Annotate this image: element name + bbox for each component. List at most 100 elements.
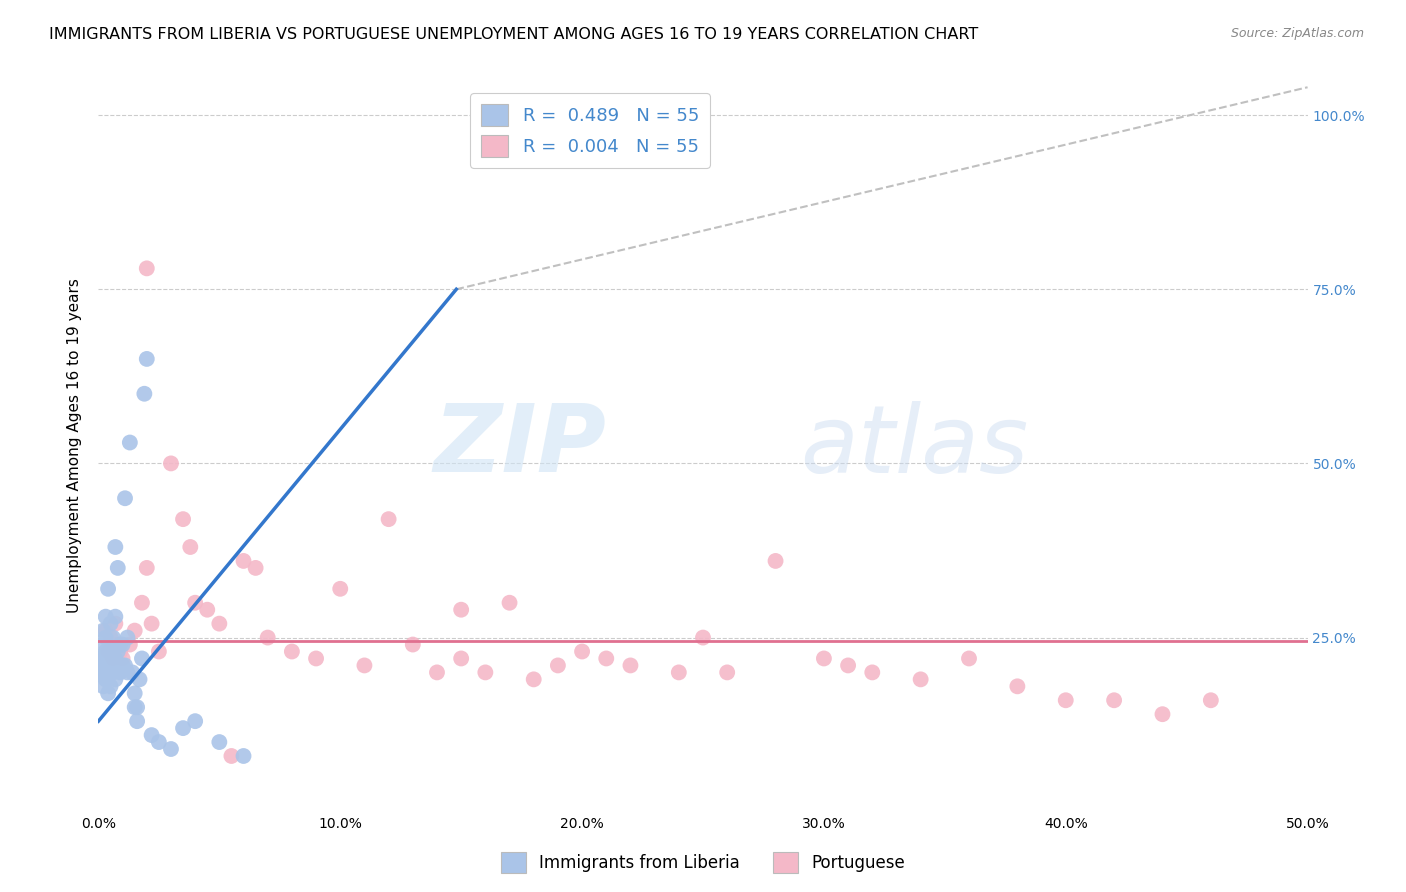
Point <box>135 351 157 366</box>
Point <box>195 603 218 617</box>
Point <box>90 665 112 680</box>
Point <box>402 638 425 652</box>
Point <box>117 665 139 680</box>
Point <box>94 673 117 687</box>
Point <box>281 644 304 658</box>
Point <box>91 624 114 638</box>
Point <box>329 582 352 596</box>
Point <box>104 673 127 687</box>
Point <box>172 512 194 526</box>
Point <box>97 665 120 680</box>
Legend: Immigrants from Liberia, Portuguese: Immigrants from Liberia, Portuguese <box>494 846 912 880</box>
Point <box>450 651 472 665</box>
Point <box>860 665 883 680</box>
Point <box>97 686 120 700</box>
Point <box>114 491 136 506</box>
Point <box>1007 679 1029 693</box>
Point <box>172 721 194 735</box>
Point <box>107 658 129 673</box>
Point <box>668 665 690 680</box>
Point <box>134 386 156 401</box>
Point <box>813 651 835 665</box>
Point <box>101 665 124 680</box>
Point <box>426 665 449 680</box>
Point <box>232 749 254 764</box>
Point <box>108 644 131 658</box>
Point <box>91 679 114 693</box>
Point <box>94 644 117 658</box>
Point <box>128 673 150 687</box>
Point <box>94 658 117 673</box>
Point <box>127 700 149 714</box>
Point <box>124 686 146 700</box>
Point <box>107 644 129 658</box>
Point <box>377 512 399 526</box>
Point <box>474 665 496 680</box>
Point <box>117 631 139 645</box>
Point <box>124 700 146 714</box>
Point <box>121 665 143 680</box>
Point <box>184 714 207 728</box>
Point <box>91 651 114 665</box>
Point <box>100 679 122 693</box>
Point <box>160 457 183 471</box>
Point <box>127 714 149 728</box>
Point <box>232 554 254 568</box>
Point <box>97 651 120 665</box>
Point <box>104 540 127 554</box>
Point <box>111 638 134 652</box>
Point <box>135 261 157 276</box>
Point <box>837 658 859 673</box>
Point <box>305 651 328 665</box>
Point <box>91 638 114 652</box>
Point <box>1199 693 1222 707</box>
Point <box>353 658 375 673</box>
Text: atlas: atlas <box>800 401 1028 491</box>
Point <box>692 631 714 645</box>
Text: IMMIGRANTS FROM LIBERIA VS PORTUGUESE UNEMPLOYMENT AMONG AGES 16 TO 19 YEARS COR: IMMIGRANTS FROM LIBERIA VS PORTUGUESE UN… <box>49 27 979 42</box>
Point <box>111 651 134 665</box>
Text: Source: ZipAtlas.com: Source: ZipAtlas.com <box>1230 27 1364 40</box>
Point <box>118 638 141 652</box>
Point <box>97 582 120 596</box>
Point <box>104 651 127 665</box>
Point <box>148 735 170 749</box>
Point <box>245 561 267 575</box>
Point <box>97 644 120 658</box>
Text: ZIP: ZIP <box>433 400 606 492</box>
Point <box>450 603 472 617</box>
Point <box>208 735 231 749</box>
Y-axis label: Unemployment Among Ages 16 to 19 years: Unemployment Among Ages 16 to 19 years <box>67 278 83 614</box>
Point <box>101 651 124 665</box>
Point <box>100 631 122 645</box>
Point <box>104 616 127 631</box>
Point <box>104 609 127 624</box>
Point <box>135 561 157 575</box>
Point <box>131 651 153 665</box>
Point <box>1054 693 1077 707</box>
Point <box>160 742 183 756</box>
Point <box>91 665 114 680</box>
Point <box>523 673 546 687</box>
Point <box>114 658 136 673</box>
Point <box>100 658 122 673</box>
Point <box>547 658 569 673</box>
Point <box>124 624 146 638</box>
Point <box>498 596 520 610</box>
Point <box>100 616 122 631</box>
Point <box>184 596 207 610</box>
Point <box>90 651 112 665</box>
Point <box>179 540 201 554</box>
Point <box>208 616 231 631</box>
Point <box>141 616 163 631</box>
Point <box>100 644 122 658</box>
Point <box>716 665 738 680</box>
Point <box>118 435 141 450</box>
Point <box>94 631 117 645</box>
Point <box>107 561 129 575</box>
Point <box>94 624 117 638</box>
Point <box>101 631 124 645</box>
Point <box>221 749 243 764</box>
Point <box>111 658 134 673</box>
Point <box>94 609 117 624</box>
